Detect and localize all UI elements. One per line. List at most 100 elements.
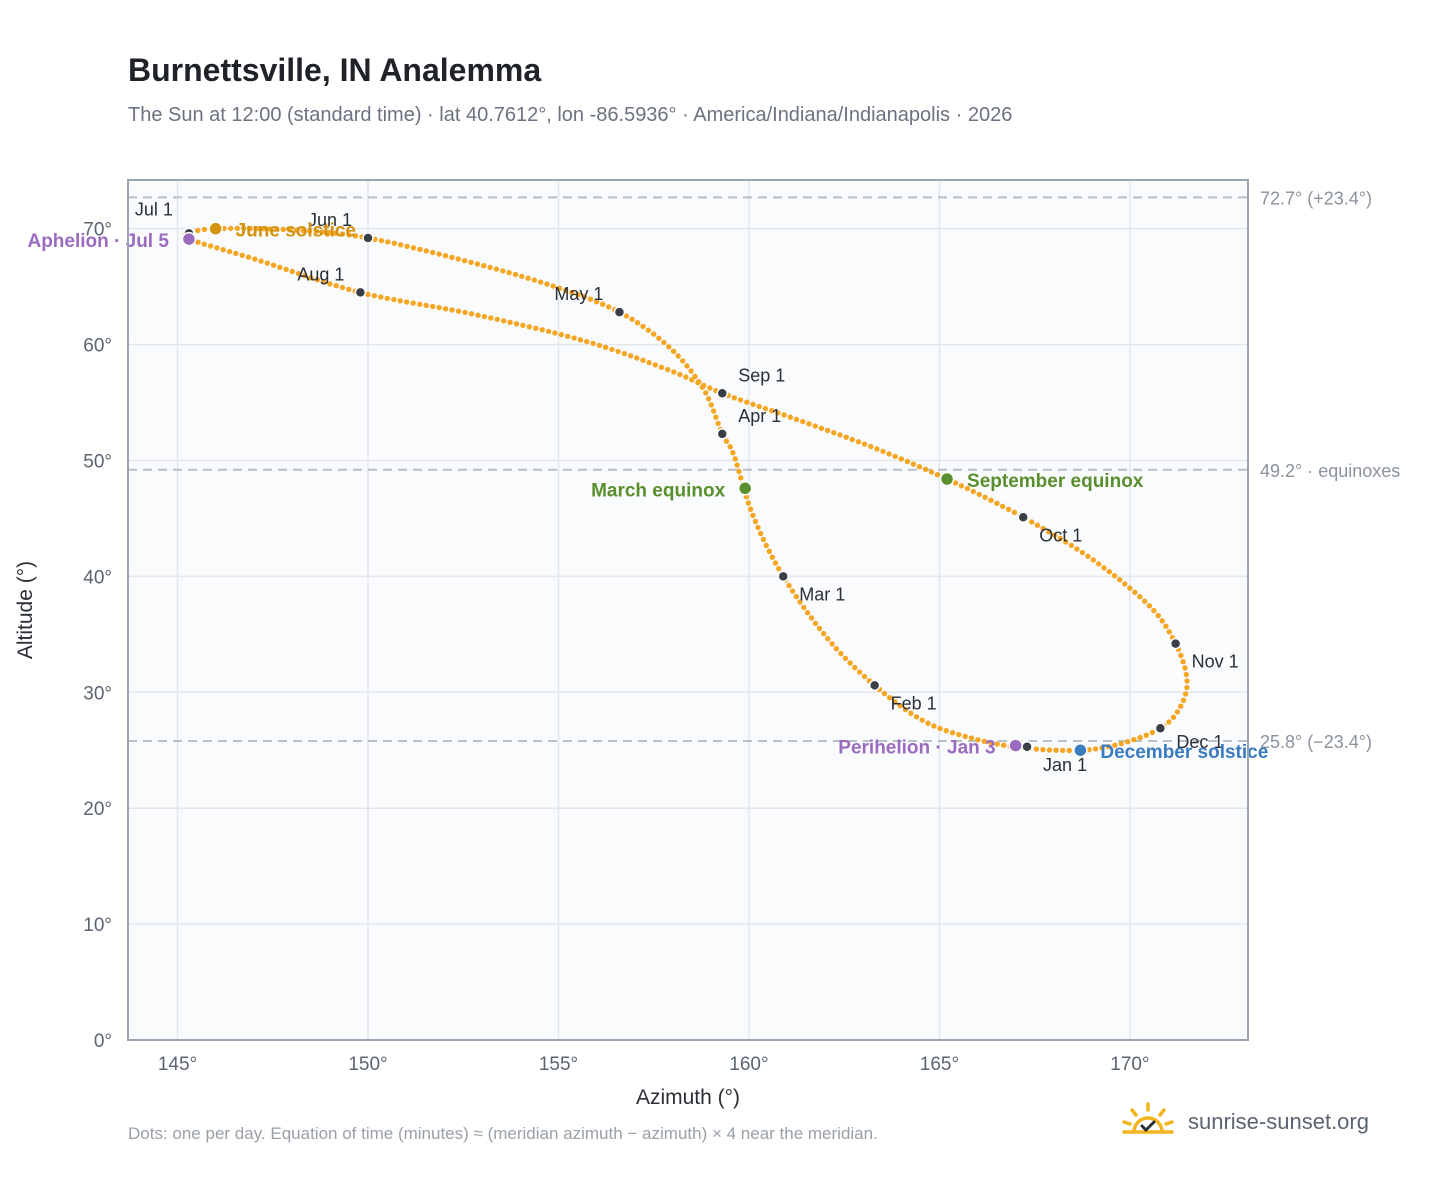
daily-sun-dot	[806, 421, 812, 427]
daily-sun-dot	[280, 226, 286, 233]
daily-sun-dot	[410, 245, 417, 251]
daily-sun-dot	[763, 542, 769, 549]
event-marker[interactable]	[208, 221, 223, 236]
daily-sun-dot	[404, 243, 410, 249]
daily-sun-dot	[520, 322, 526, 328]
daily-sun-dot	[1005, 506, 1012, 512]
daily-sun-dot	[988, 740, 994, 746]
daily-sun-dot	[1166, 629, 1173, 635]
event-marker[interactable]	[181, 231, 197, 247]
daily-sun-dot	[1112, 742, 1118, 748]
daily-sun-dot	[1092, 746, 1099, 752]
daily-sun-dot	[1184, 684, 1190, 691]
daily-sun-dot	[531, 277, 538, 283]
daily-sun-dot	[385, 239, 391, 245]
daily-sun-dot	[775, 410, 781, 416]
month-label: Mar 1	[799, 584, 845, 604]
month-marker[interactable]	[868, 679, 881, 692]
daily-sun-dot	[270, 262, 277, 268]
month-marker[interactable]	[1169, 637, 1182, 650]
daily-sun-dot	[744, 399, 750, 405]
month-marker[interactable]	[1017, 511, 1029, 524]
event-label: June solstice	[236, 221, 356, 242]
daily-sun-dot	[1057, 535, 1063, 542]
daily-sun-dot	[849, 436, 855, 443]
daily-sun-dot	[661, 339, 667, 346]
month-marker[interactable]	[613, 306, 626, 318]
month-marker[interactable]	[354, 286, 367, 299]
daily-sun-dot	[1155, 612, 1161, 619]
daily-sun-dot	[512, 271, 519, 278]
daily-sun-dot	[404, 299, 410, 305]
daily-sun-dot	[587, 296, 594, 302]
daily-sun-dot	[968, 735, 975, 741]
daily-sun-dot	[981, 738, 987, 744]
daily-sun-dot	[333, 283, 339, 289]
daily-sun-dot	[831, 430, 837, 436]
brand[interactable]: sunrise-sunset.org	[1120, 1102, 1369, 1142]
daily-sun-dot	[680, 358, 686, 364]
daily-sun-dot	[634, 355, 640, 361]
daily-sun-dot	[656, 335, 662, 341]
month-label: Sep 1	[738, 365, 785, 385]
daily-sun-dot	[804, 610, 811, 616]
daily-sun-dot	[455, 308, 462, 314]
daily-sun-dot	[1146, 603, 1153, 609]
daily-sun-dot	[852, 664, 858, 671]
event-marker[interactable]	[737, 481, 753, 496]
event-marker[interactable]	[1008, 738, 1023, 753]
month-marker[interactable]	[777, 570, 789, 583]
daily-sun-dot	[634, 320, 641, 326]
event-marker[interactable]	[1073, 742, 1088, 758]
y-tick-label: 40°	[83, 567, 112, 588]
month-marker[interactable]	[716, 387, 729, 400]
daily-sun-dot	[705, 396, 712, 402]
daily-sun-dot	[892, 453, 898, 460]
daily-sun-dot	[207, 243, 214, 249]
daily-sun-dot	[287, 227, 293, 233]
daily-sun-dot	[758, 530, 764, 537]
daily-sun-dot	[934, 472, 941, 478]
month-label: May 1	[554, 284, 603, 304]
daily-sun-dot	[731, 395, 737, 401]
daily-sun-dot	[781, 412, 787, 418]
daily-sun-dot	[913, 714, 920, 720]
daily-sun-dot	[410, 300, 416, 306]
daily-sun-dot	[289, 268, 295, 275]
daily-sun-dot	[861, 441, 868, 447]
brand-name: sunrise-sunset.org	[1188, 1109, 1369, 1134]
daily-sun-dot	[664, 366, 671, 373]
daily-sun-dot	[910, 461, 917, 467]
daily-sun-dot	[1046, 529, 1052, 535]
month-marker[interactable]	[1021, 741, 1033, 753]
daily-sun-dot	[538, 279, 544, 285]
daily-sun-dot	[500, 268, 506, 274]
daily-sun-dot	[1122, 581, 1128, 587]
daily-sun-dot	[575, 292, 581, 298]
daily-sun-dot	[943, 728, 949, 734]
daily-sun-dot	[928, 469, 935, 475]
event-label: Aphelion · Jul 5	[27, 231, 169, 252]
daily-sun-dot	[820, 630, 827, 637]
daily-sun-dot	[461, 258, 468, 264]
daily-sun-dot	[455, 256, 461, 262]
x-tick-label: 150°	[348, 1054, 387, 1075]
month-marker[interactable]	[362, 232, 374, 244]
month-marker[interactable]	[1154, 722, 1167, 734]
daily-sun-dot	[533, 325, 539, 331]
daily-sun-dot	[226, 248, 233, 255]
month-marker[interactable]	[716, 428, 729, 440]
daily-sun-dot	[302, 273, 308, 279]
daily-sun-dot	[1063, 539, 1069, 545]
daily-sun-dot	[1137, 734, 1143, 741]
daily-sun-dot	[847, 660, 853, 666]
daily-sun-dot	[675, 353, 681, 359]
daily-sun-dot	[727, 444, 733, 450]
daily-sun-dot	[1060, 747, 1066, 754]
daily-sun-dot	[708, 402, 714, 408]
daily-sun-dot	[339, 231, 346, 237]
event-marker[interactable]	[939, 471, 955, 487]
daily-sun-dot	[283, 266, 289, 273]
y-axis-title: Altitude (°)	[14, 561, 37, 659]
daily-sun-dot	[695, 379, 701, 386]
